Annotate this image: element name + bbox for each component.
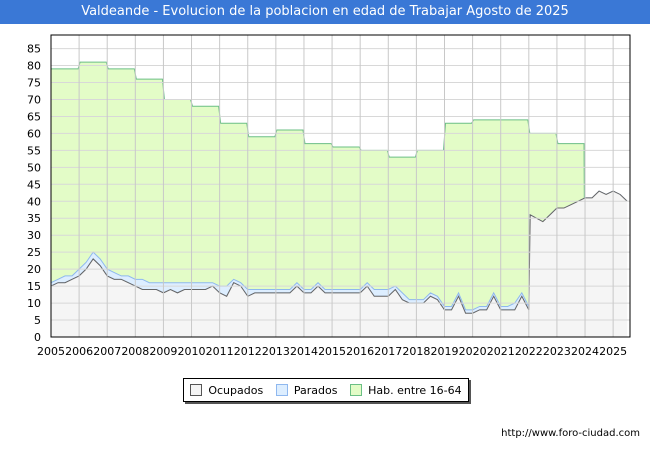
legend-item-hab: Hab. entre 16-64 (350, 384, 462, 397)
legend-label: Parados (293, 383, 338, 397)
y-tick-label: 10 (27, 297, 41, 310)
x-tick-label: 2013 (262, 345, 290, 358)
y-tick-label: 0 (34, 331, 41, 344)
y-tick-label: 60 (27, 127, 41, 140)
y-tick-label: 45 (27, 178, 41, 191)
y-tick-label: 20 (27, 263, 41, 276)
legend: Ocupados Parados Hab. entre 16-64 (183, 378, 469, 402)
x-tick-label: 2017 (374, 345, 402, 358)
footer-url: http://www.foro-ciudad.com (501, 428, 640, 439)
x-tick-label: 2011 (206, 345, 234, 358)
chart-title: Valdeande - Evolucion de la poblacion en… (0, 0, 650, 24)
y-tick-label: 25 (27, 246, 41, 259)
x-tick-label: 2005 (37, 345, 65, 358)
x-tick-label: 2010 (178, 345, 206, 358)
y-tick-label: 50 (27, 161, 41, 174)
y-tick-label: 35 (27, 212, 41, 225)
series-ocupados-area (51, 191, 628, 337)
legend-swatch (350, 384, 363, 396)
x-tick-label: 2024 (571, 345, 599, 358)
x-tick-label: 2007 (93, 345, 121, 358)
legend-item-parados: Parados (275, 383, 338, 397)
y-tick-label: 85 (27, 43, 41, 56)
legend-label: Ocupados (208, 383, 264, 397)
y-tick-label: 55 (27, 144, 41, 157)
x-tick-label: 2006 (65, 345, 93, 358)
x-tick-label: 2012 (234, 345, 262, 358)
y-tick-label: 5 (34, 314, 41, 327)
y-tick-label: 70 (27, 93, 41, 106)
legend-item-ocupados: Ocupados (190, 384, 263, 397)
x-tick-label: 2014 (290, 345, 318, 358)
y-tick-label: 75 (27, 77, 41, 90)
y-tick-label: 40 (27, 195, 41, 208)
legend-swatch (275, 384, 288, 396)
y-tick-label: 80 (27, 60, 41, 73)
plot-border (50, 34, 631, 338)
x-tick-label: 2021 (487, 345, 515, 358)
x-tick-label: 2018 (402, 345, 430, 358)
y-tick-label: 30 (27, 229, 41, 242)
x-tick-label: 2008 (121, 345, 149, 358)
legend-label: Hab. entre 16-64 (368, 383, 462, 397)
legend-swatch (190, 384, 203, 396)
y-tick-label: 65 (27, 110, 41, 123)
x-tick-label: 2016 (346, 345, 374, 358)
x-tick-label: 2019 (430, 345, 458, 358)
x-tick-label: 2022 (515, 345, 543, 358)
x-tick-label: 2020 (459, 345, 487, 358)
x-tick-label: 2015 (318, 345, 346, 358)
y-tick-label: 15 (27, 280, 41, 293)
x-tick-label: 2009 (149, 345, 177, 358)
x-tick-label: 2025 (599, 345, 627, 358)
x-tick-label: 2023 (543, 345, 571, 358)
